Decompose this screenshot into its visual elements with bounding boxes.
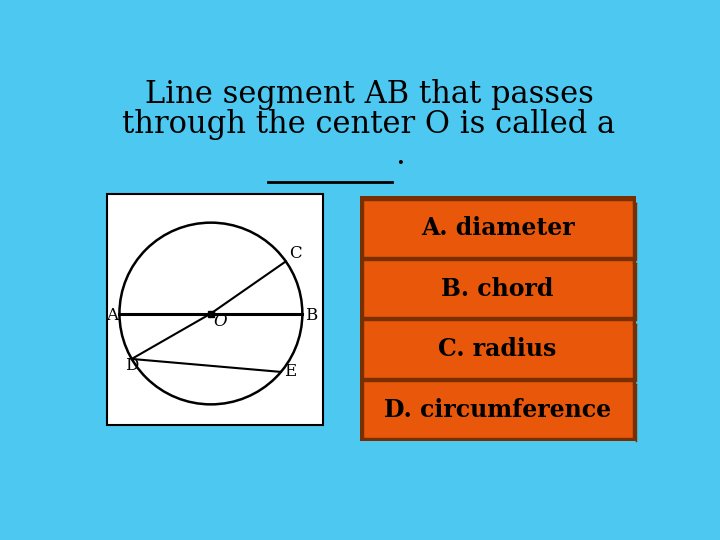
Text: A. diameter: A. diameter <box>420 216 575 240</box>
Text: Line segment AB that passes: Line segment AB that passes <box>145 79 593 110</box>
Text: D: D <box>125 357 139 374</box>
FancyBboxPatch shape <box>363 200 632 257</box>
FancyBboxPatch shape <box>363 320 632 378</box>
Text: through the center O is called a: through the center O is called a <box>122 110 616 140</box>
FancyBboxPatch shape <box>363 381 632 438</box>
Text: C. radius: C. radius <box>438 337 557 361</box>
Text: E: E <box>284 363 297 380</box>
Text: .: . <box>395 140 405 171</box>
Text: B. chord: B. chord <box>441 276 554 301</box>
FancyBboxPatch shape <box>363 260 632 318</box>
Text: O: O <box>213 313 227 330</box>
Text: D. circumference: D. circumference <box>384 397 611 422</box>
FancyBboxPatch shape <box>107 194 323 425</box>
Text: A: A <box>107 307 118 325</box>
FancyBboxPatch shape <box>360 197 636 441</box>
Text: C: C <box>289 245 302 261</box>
Text: B: B <box>305 307 318 325</box>
